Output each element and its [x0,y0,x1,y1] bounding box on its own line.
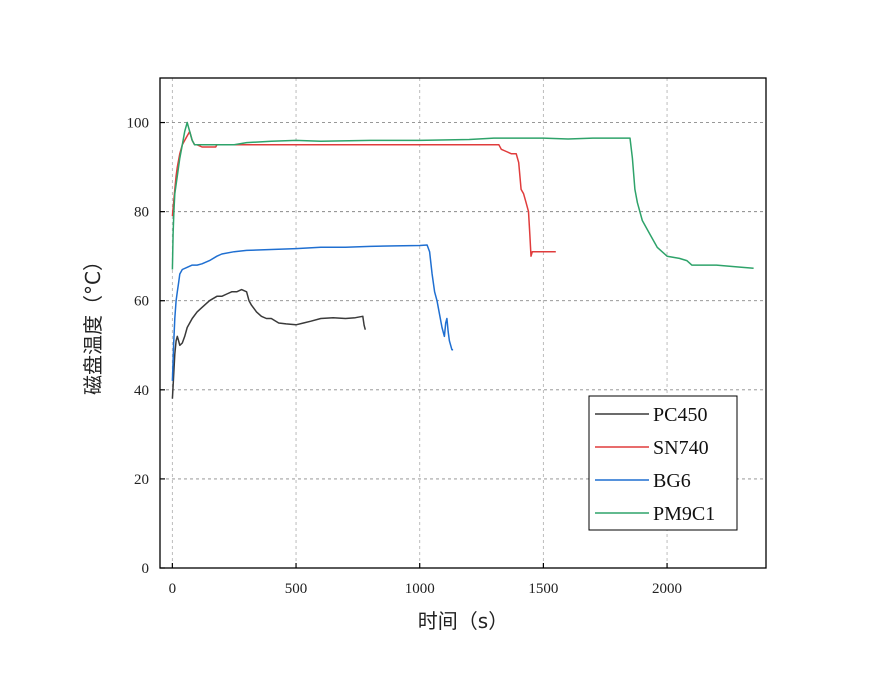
x-tick-label: 0 [169,581,177,597]
y-tick-label: 20 [134,472,149,488]
x-tick-label: 1500 [528,581,558,597]
legend-label: BG6 [653,470,691,492]
axis-layer: 0 500 1000 1500 2000 0 20 40 60 80 100 [127,116,683,597]
x-tick-label: 1000 [405,581,435,597]
y-tick-label: 100 [127,116,150,132]
legend-label: SN740 [653,437,709,459]
legend: PC450 SN740 BG6 PM9C1 [588,395,738,531]
series-line-sn740 [171,130,556,257]
series-line-pc450 [171,288,367,399]
legend-label: PC450 [653,404,707,426]
y-tick-label: 60 [134,294,149,310]
x-tick-label: 2000 [652,581,682,597]
y-tick-label: 40 [134,383,149,399]
series-line-pm9c1 [171,121,754,270]
series-line-bg6 [171,244,454,381]
x-tick-label: 500 [285,581,308,597]
series-layer [171,121,754,399]
y-axis-title: 磁盘温度（°C） [81,251,105,395]
plot-frame [159,77,767,569]
y-tick-label: 80 [134,205,149,221]
y-tick-label: 0 [142,561,150,577]
legend-label: PM9C1 [653,503,715,525]
legend-box [588,395,738,531]
x-axis-title: 时间（s） [418,609,508,633]
